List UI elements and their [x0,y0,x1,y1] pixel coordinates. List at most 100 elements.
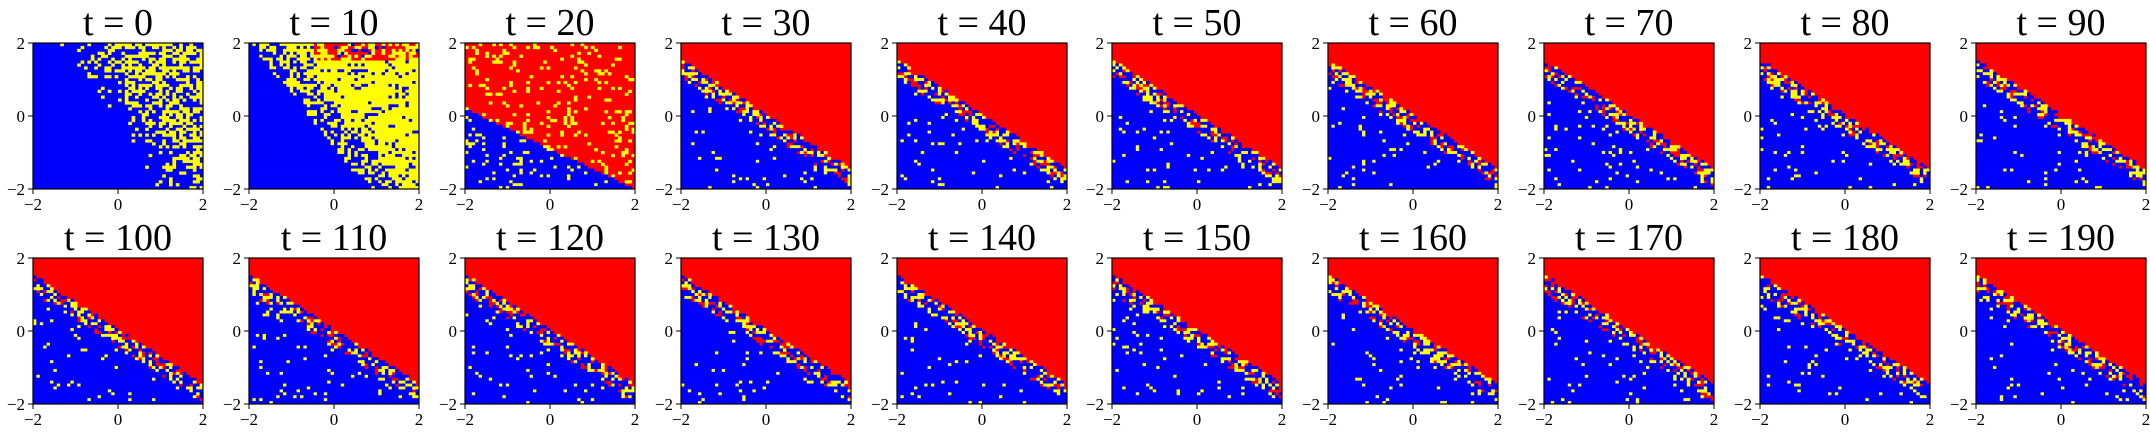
heatmap-cell [273,157,277,160]
heatmap-cell [684,93,688,96]
heatmap-cell [530,169,534,172]
heatmap-cell [358,66,362,69]
heatmap-cell [766,180,770,183]
heatmap-cell [773,180,777,183]
heatmap-cell [169,66,173,69]
heatmap-cell [317,160,321,163]
heatmap-cell [695,154,699,157]
heatmap-cell [128,122,132,125]
heatmap-cell [499,142,503,145]
heatmap-cell [701,113,705,116]
heatmap-cell [722,142,726,145]
heatmap-cell [405,145,409,148]
heatmap-cell [341,171,345,174]
heatmap-cell [344,131,348,134]
heatmap-cell [118,46,122,49]
heatmap-cell [317,110,321,113]
heatmap-cell [560,134,564,137]
heatmap-cell [256,84,260,87]
heatmap-cell [485,145,489,148]
heatmap-cell [553,180,557,183]
heatmap-cell [550,171,554,174]
heatmap-cell [786,151,790,154]
heatmap-cell [259,142,263,145]
heatmap-cell [395,101,399,104]
heatmap-cell [310,96,314,99]
heatmap-cell [276,136,280,139]
heatmap-cell [303,171,307,174]
heatmap-cell [317,98,321,101]
heatmap-cell [800,148,804,151]
heatmap-cell [492,136,496,139]
heatmap-cell [358,98,362,101]
heatmap-cell [337,98,341,101]
heatmap-cell [766,151,770,154]
heatmap-cell [344,84,348,87]
heatmap-cell [553,119,557,122]
heatmap-cell [749,128,753,131]
heatmap-cell [300,166,304,169]
heatmap-cell [412,63,416,66]
heatmap-cell [280,157,284,160]
heatmap-cell [314,61,318,64]
heatmap-cell [752,125,756,128]
heatmap-cell [317,93,321,96]
heatmap-cell [752,116,756,119]
heatmap-cell [553,171,557,174]
heatmap-cell [300,131,304,134]
heatmap-cell [317,166,321,169]
heatmap-cell [715,180,719,183]
heatmap-cell [509,183,513,186]
heatmap-cell [293,148,297,151]
heatmap-cell [395,180,399,183]
heatmap-cell [331,157,335,160]
heatmap-cell [749,171,753,174]
heatmap-cell [841,171,845,174]
heatmap-cell [763,136,767,139]
heatmap-cell [405,125,409,128]
heatmap-cell [769,177,773,180]
heatmap-cell [574,157,578,160]
heatmap-cell [263,84,267,87]
heatmap-cell [405,49,409,52]
heatmap-cell [252,110,256,113]
heatmap-cell [715,101,719,104]
heatmap-cell [297,110,301,113]
heatmap-cell [324,61,328,64]
heatmap-cell [705,180,709,183]
x-tick-label: 2 [415,195,424,214]
heatmap-cell [361,81,365,84]
heatmap-cell [334,171,338,174]
heatmap-cell [382,139,386,142]
heatmap-cell [712,134,716,137]
heatmap-cell [392,63,396,66]
heatmap-cell [793,180,797,183]
heatmap-cell [496,180,500,183]
heatmap-cell [735,136,739,139]
heatmap-cell [584,134,588,137]
heatmap-cell [688,84,692,87]
heatmap-cell [722,104,726,107]
heatmap-cell [399,49,403,52]
heatmap-cell [276,93,280,96]
heatmap-cell [269,93,273,96]
heatmap-cell [354,96,358,99]
heatmap-cell [334,69,338,72]
heatmap-cell [756,157,760,160]
heatmap-cell [564,81,568,84]
heatmap-cell [297,90,301,93]
heatmap-cell [111,58,115,61]
heatmap-cell [337,81,341,84]
heatmap-cell [533,169,537,172]
heatmap-cell [773,171,777,174]
heatmap-cell [749,136,753,139]
heatmap-cell [307,63,311,66]
heatmap-cell [273,96,277,99]
heatmap-cell [739,166,743,169]
heatmap-cell [300,98,304,101]
heatmap-cell [263,55,267,58]
heatmap-cell [303,136,307,139]
heatmap-cell [388,125,392,128]
heatmap-cell [317,66,321,69]
heatmap-cell [604,166,608,169]
